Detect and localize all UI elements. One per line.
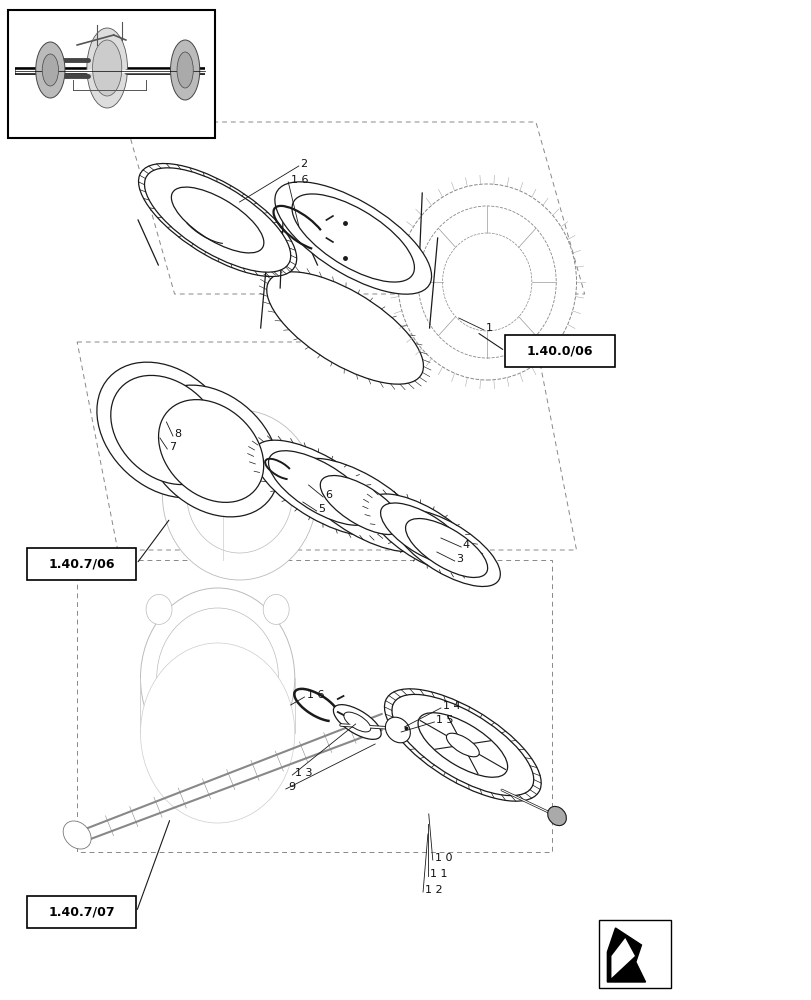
FancyBboxPatch shape (27, 896, 136, 928)
Ellipse shape (42, 54, 58, 86)
Ellipse shape (92, 40, 122, 96)
Ellipse shape (367, 494, 479, 574)
Text: 5: 5 (318, 504, 325, 514)
Text: 1.40.7/07: 1.40.7/07 (48, 906, 115, 918)
Polygon shape (607, 928, 645, 982)
Text: 4: 4 (462, 540, 470, 550)
Ellipse shape (170, 40, 200, 100)
Ellipse shape (295, 458, 427, 552)
Ellipse shape (268, 451, 372, 525)
Polygon shape (611, 938, 634, 978)
Ellipse shape (187, 437, 292, 553)
Ellipse shape (274, 182, 431, 294)
Ellipse shape (385, 717, 410, 743)
Ellipse shape (392, 694, 533, 796)
Text: 1 3: 1 3 (294, 768, 312, 778)
Ellipse shape (292, 194, 414, 282)
Text: 8: 8 (174, 429, 182, 439)
Ellipse shape (162, 410, 316, 580)
Ellipse shape (418, 713, 507, 777)
Text: 1 0: 1 0 (435, 853, 453, 863)
Text: 1 6: 1 6 (290, 175, 308, 185)
Ellipse shape (87, 28, 127, 108)
Ellipse shape (144, 168, 290, 272)
Text: 1 2: 1 2 (425, 885, 443, 895)
FancyBboxPatch shape (8, 10, 215, 138)
Ellipse shape (263, 594, 289, 624)
Ellipse shape (393, 510, 500, 586)
Ellipse shape (140, 643, 294, 823)
Ellipse shape (263, 732, 289, 762)
Text: 1 4: 1 4 (442, 701, 460, 711)
Ellipse shape (63, 821, 91, 849)
Text: 1.40.0/06: 1.40.0/06 (526, 344, 592, 358)
Text: 1: 1 (485, 323, 492, 333)
Ellipse shape (36, 42, 65, 98)
Ellipse shape (146, 594, 172, 624)
Ellipse shape (97, 362, 236, 498)
Ellipse shape (139, 163, 296, 277)
FancyBboxPatch shape (599, 920, 670, 988)
Ellipse shape (384, 689, 541, 801)
Ellipse shape (320, 476, 402, 534)
Ellipse shape (266, 272, 423, 384)
Ellipse shape (171, 187, 264, 253)
Ellipse shape (380, 503, 466, 565)
Ellipse shape (442, 233, 531, 331)
Ellipse shape (397, 184, 576, 380)
Text: 7: 7 (169, 442, 176, 452)
FancyBboxPatch shape (504, 335, 614, 367)
Ellipse shape (253, 440, 388, 536)
Ellipse shape (157, 608, 278, 748)
Ellipse shape (140, 588, 294, 768)
Ellipse shape (405, 519, 487, 577)
Text: 2: 2 (300, 159, 307, 169)
Text: 9: 9 (288, 782, 295, 792)
Text: 1 1: 1 1 (430, 869, 448, 879)
Ellipse shape (446, 733, 478, 757)
Ellipse shape (547, 806, 566, 826)
Text: 6: 6 (324, 490, 332, 500)
Ellipse shape (343, 712, 371, 732)
Text: 3: 3 (456, 554, 463, 564)
Text: 1.40.7/06: 1.40.7/06 (49, 558, 114, 570)
Ellipse shape (143, 385, 279, 517)
Ellipse shape (110, 375, 222, 485)
Ellipse shape (333, 705, 380, 739)
Ellipse shape (146, 732, 172, 762)
Ellipse shape (158, 400, 264, 502)
Text: 1 5: 1 5 (436, 715, 453, 725)
Ellipse shape (418, 206, 556, 358)
Text: 1 6: 1 6 (307, 690, 324, 700)
FancyBboxPatch shape (27, 548, 136, 580)
Ellipse shape (177, 52, 193, 88)
